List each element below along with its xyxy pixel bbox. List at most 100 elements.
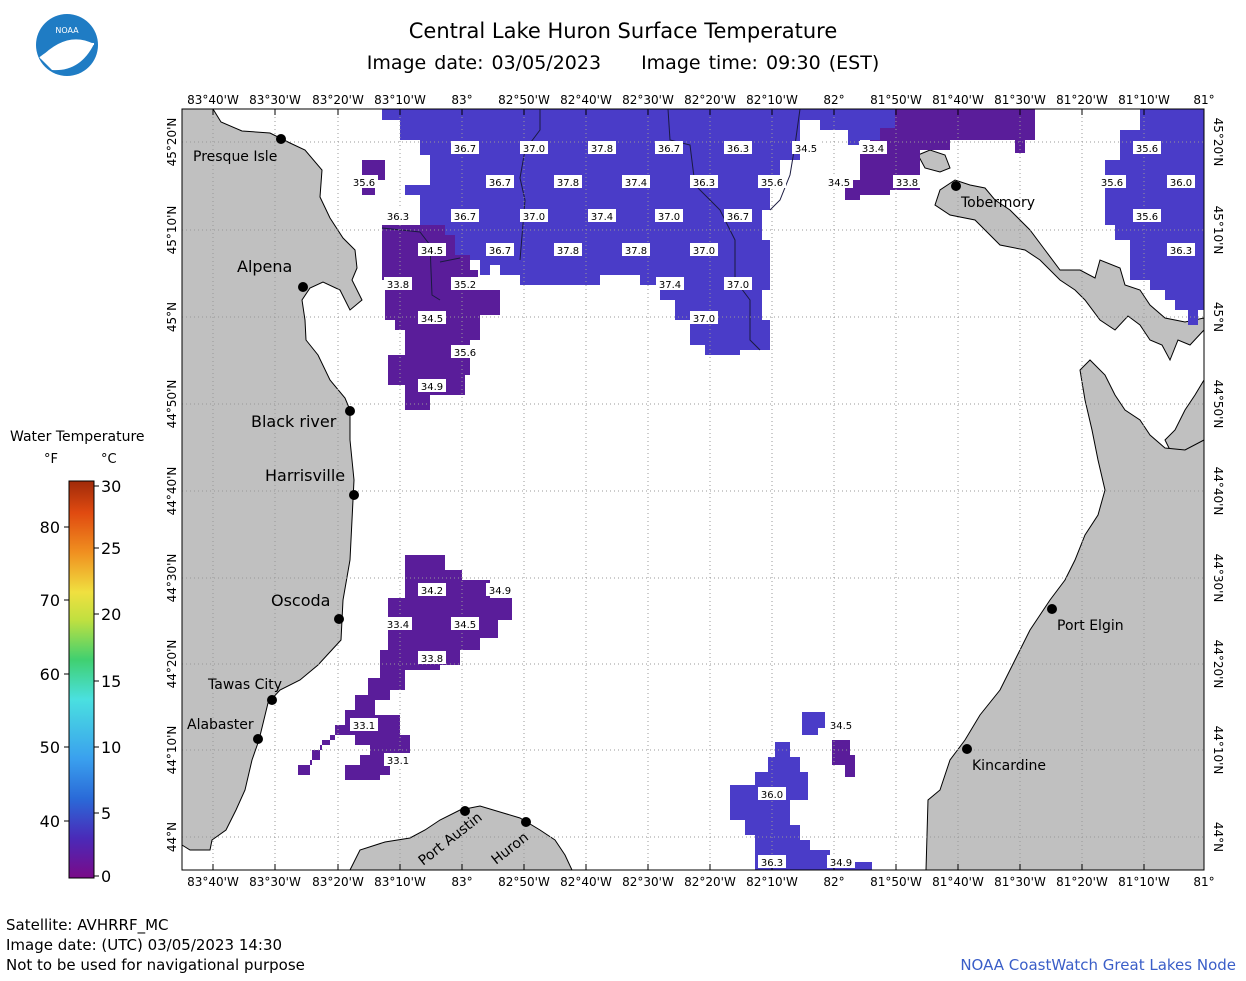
temperature-label: 37.8 [554, 175, 582, 189]
lat-labels-right: 45°20'N 45°10'N 45°N 44°50'N 44°40'N 44°… [1211, 118, 1225, 853]
temperature-label: 33.4 [859, 141, 887, 155]
temperature-value: 36.7 [489, 178, 511, 189]
temperature-value: 36.7 [454, 144, 476, 155]
temperature-label: 36.7 [451, 209, 479, 223]
temperature-label: 36.7 [486, 243, 514, 257]
temperature-value: 35.6 [761, 178, 783, 189]
city-marker [298, 282, 308, 292]
scale-f-label: 40 [40, 812, 60, 831]
lat-label: 45°N [165, 302, 179, 332]
lat-label: 44°N [165, 822, 179, 852]
city-marker [1047, 604, 1057, 614]
map-frame [181, 108, 1205, 871]
lon-label: 83°20'W [312, 93, 364, 107]
ontario-shore [925, 359, 1205, 871]
temperature-value: 33.8 [896, 178, 918, 189]
city-marker [345, 406, 355, 416]
noaa-logo: NOAA [36, 14, 98, 76]
lat-label: 45°10'N [165, 206, 179, 255]
temperature-value-labels: 36.7 37.0 37.8 36.7 36.3 34.5 33.4 35.6 36.7 37.8… [350, 141, 1195, 869]
city-marker [460, 806, 470, 816]
temperature-value: 36.0 [1170, 178, 1192, 189]
temperature-value: 36.3 [727, 144, 749, 155]
lon-label: 83° [451, 93, 472, 107]
temperature-label: 36.7 [724, 209, 752, 223]
frame-ticks [212, 109, 1145, 870]
lon-label: 81°20'W [1056, 93, 1108, 107]
temperature-value: 34.2 [421, 586, 443, 597]
temperature-value: 37.0 [523, 144, 545, 155]
temperature-value: 35.6 [1101, 178, 1123, 189]
temperature-label: 34.9 [486, 583, 514, 597]
temperature-value: 37.8 [557, 246, 579, 257]
temperature-label: 34.9 [418, 379, 446, 393]
footer-credit: NOAA CoastWatch Great Lakes Node [960, 956, 1236, 974]
lat-label: 44°20'N [165, 640, 179, 689]
lon-label: 82°20'W [684, 93, 736, 107]
city-marker [253, 734, 263, 744]
lat-label: 44°10'N [1211, 726, 1225, 775]
temperature-value: 34.9 [830, 858, 852, 869]
temperature-label: 37.8 [554, 243, 582, 257]
city-label-harrisville: Harrisville [265, 466, 345, 485]
lon-label: 81°50'W [870, 93, 922, 107]
lat-label: 44°20'N [1211, 640, 1225, 689]
temperature-label: 33.8 [418, 651, 446, 665]
temperature-value: 37.4 [659, 280, 681, 291]
temperature-value: 37.8 [625, 246, 647, 257]
color-scale-bar [68, 480, 95, 879]
temperature-label: 37.4 [656, 277, 684, 291]
temperature-label: 36.3 [1167, 243, 1195, 257]
thumb-land [349, 805, 573, 871]
city-marker [962, 744, 972, 754]
temperature-value: 36.7 [727, 212, 749, 223]
temperature-label: 35.6 [1098, 175, 1126, 189]
lat-label: 45°20'N [1211, 118, 1225, 167]
temperature-label: 35.6 [1133, 141, 1161, 155]
temperature-label: 37.0 [655, 209, 683, 223]
temperature-label: 34.2 [418, 583, 446, 597]
temperature-label: 36.3 [758, 855, 786, 869]
temperature-label: 34.5 [418, 311, 446, 325]
lon-label: 82° [823, 875, 844, 889]
lon-label: 81°10'W [1118, 93, 1170, 107]
lon-label: 83°30'W [249, 93, 301, 107]
temperature-value: 37.4 [625, 178, 647, 189]
city-label-kincardine: Kincardine [972, 758, 1046, 774]
temperature-label: 35.6 [350, 175, 378, 189]
lon-label: 82°50'W [498, 93, 550, 107]
legend-title: Water Temperature [10, 429, 145, 445]
temp-region-north-cold [845, 109, 1035, 200]
scale-c-label: 30 [101, 477, 121, 496]
temperature-value: 34.5 [795, 144, 817, 155]
lat-label: 45°20'N [165, 118, 179, 167]
lat-label: 44°30'N [165, 554, 179, 603]
temperature-label: 35.6 [451, 345, 479, 359]
temperature-label: 33.1 [350, 718, 378, 732]
color-scale-c-labels: 30 25 20 15 10 5 0 [101, 477, 121, 886]
temperature-value: 36.3 [387, 212, 409, 223]
scale-f-label: 50 [40, 738, 60, 757]
lon-label: 82°30'W [622, 93, 674, 107]
lon-label: 81°20'W [1056, 875, 1108, 889]
color-scale-f-labels: 80 70 60 50 40 [40, 518, 60, 831]
lat-label: 44°30'N [1211, 554, 1225, 603]
lat-label: 45°N [1211, 302, 1225, 332]
temperature-value: 36.3 [693, 178, 715, 189]
temperature-label: 37.0 [690, 243, 718, 257]
lon-label: 83°30'W [249, 875, 301, 889]
scale-c-label: 5 [101, 804, 111, 823]
temp-region-south-east-small [802, 712, 825, 735]
lon-label: 82°40'W [560, 875, 612, 889]
lon-labels-top: 83°40'W 83°30'W 83°20'W 83°10'W 83° 82°5… [187, 93, 1214, 107]
temperature-label: 36.7 [655, 141, 683, 155]
scale-c-label: 20 [101, 605, 121, 624]
lon-label: 83°40'W [187, 875, 239, 889]
city-label-black-river: Black river [251, 412, 337, 431]
temperature-value: 33.1 [353, 721, 375, 732]
temp-region-south-east [730, 742, 872, 870]
lon-labels-bottom: 83°40'W 83°30'W 83°20'W 83°10'W 83° 82°5… [187, 875, 1214, 889]
city-label-tobermory: Tobermory [960, 195, 1035, 211]
footer-utc-date: Image date: (UTC) 03/05/2023 14:30 [6, 936, 283, 954]
city-label-port-elgin: Port Elgin [1057, 618, 1124, 634]
